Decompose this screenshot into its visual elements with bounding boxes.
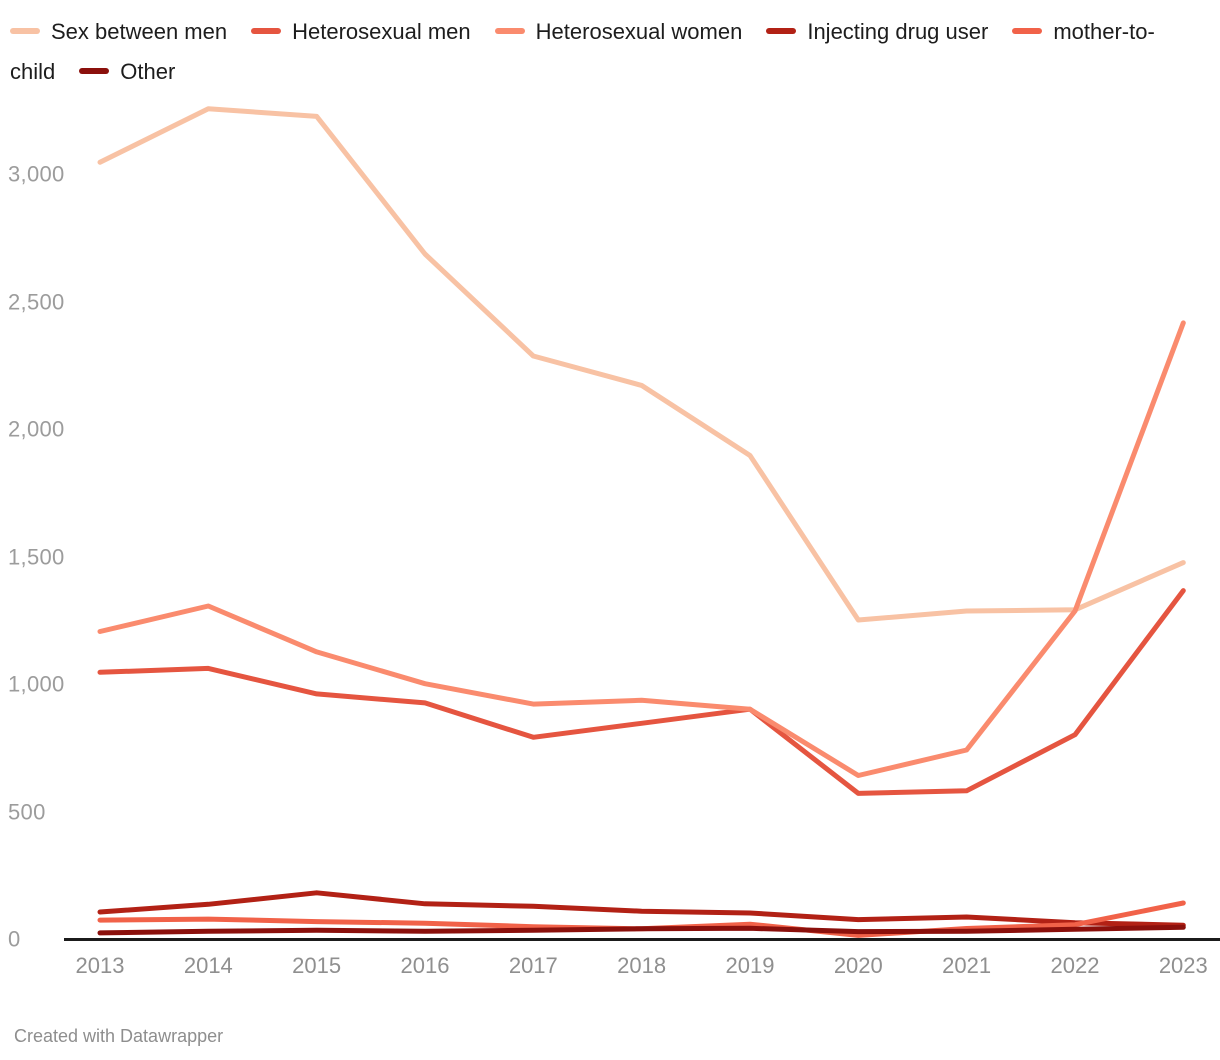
legend-swatch-icon xyxy=(79,68,110,74)
legend-item-sex-between-men: Sex between men xyxy=(10,19,227,44)
series-line-injecting-drug-user xyxy=(97,890,1186,928)
legend-swatch-icon xyxy=(1012,28,1043,34)
y-tick-label: 500 xyxy=(8,798,46,824)
legend-label: Heterosexual men xyxy=(292,19,471,44)
x-tick-label: 2019 xyxy=(725,953,775,978)
x-tick-label: 2018 xyxy=(617,953,667,978)
legend-item-heterosexual-women: Heterosexual women xyxy=(494,19,743,44)
legend-swatch-icon xyxy=(494,28,525,34)
legend-item-injecting-drug-user: Injecting drug user xyxy=(766,19,988,44)
y-tick-label: 1,000 xyxy=(8,671,65,697)
series-line-sex-between-men xyxy=(97,106,1186,623)
y-tick-label: 2,000 xyxy=(8,416,65,442)
legend-label: mother-to-child xyxy=(10,19,1155,84)
legend-swatch-icon xyxy=(766,28,797,34)
legend-item-mother-to-child: mother-to-child xyxy=(10,19,1155,84)
x-tick-label: 2015 xyxy=(292,953,342,978)
series-line-heterosexual-men xyxy=(97,588,1186,796)
x-tick-label: 2022 xyxy=(1050,953,1100,978)
series-line-other xyxy=(97,924,1186,936)
legend-swatch-icon xyxy=(251,28,282,34)
legend-item-heterosexual-men: Heterosexual men xyxy=(251,19,471,44)
y-tick-label: 1,500 xyxy=(8,543,65,569)
x-axis-line xyxy=(64,938,1220,941)
x-tick-label: 2023 xyxy=(1158,953,1208,978)
legend-swatch-icon xyxy=(10,28,40,34)
y-tick-label: 0 xyxy=(8,926,21,952)
legend-label: Other xyxy=(120,59,176,84)
x-tick-label: 2020 xyxy=(833,953,883,978)
legend-label: Injecting drug user xyxy=(807,19,989,44)
x-tick-label: 2017 xyxy=(508,953,558,978)
series-line-heterosexual-women xyxy=(97,320,1186,778)
legend-item-other: Other xyxy=(79,59,175,84)
y-tick-label: 3,000 xyxy=(8,161,65,187)
legend-label: Heterosexual women xyxy=(535,19,743,44)
x-tick-label: 2014 xyxy=(183,953,233,978)
y-tick-label: 2,500 xyxy=(8,288,65,314)
legend-label: Sex between men xyxy=(51,19,228,44)
x-tick-label: 2016 xyxy=(400,953,450,978)
legend: Sex between men Heterosexual men Heterosex… xyxy=(10,12,1206,92)
attribution-text: Created with Datawrapper xyxy=(14,1026,224,1046)
attribution: Created with Datawrapper xyxy=(14,1026,223,1047)
x-tick-label: 2013 xyxy=(75,953,125,978)
x-tick-label: 2021 xyxy=(942,953,992,978)
